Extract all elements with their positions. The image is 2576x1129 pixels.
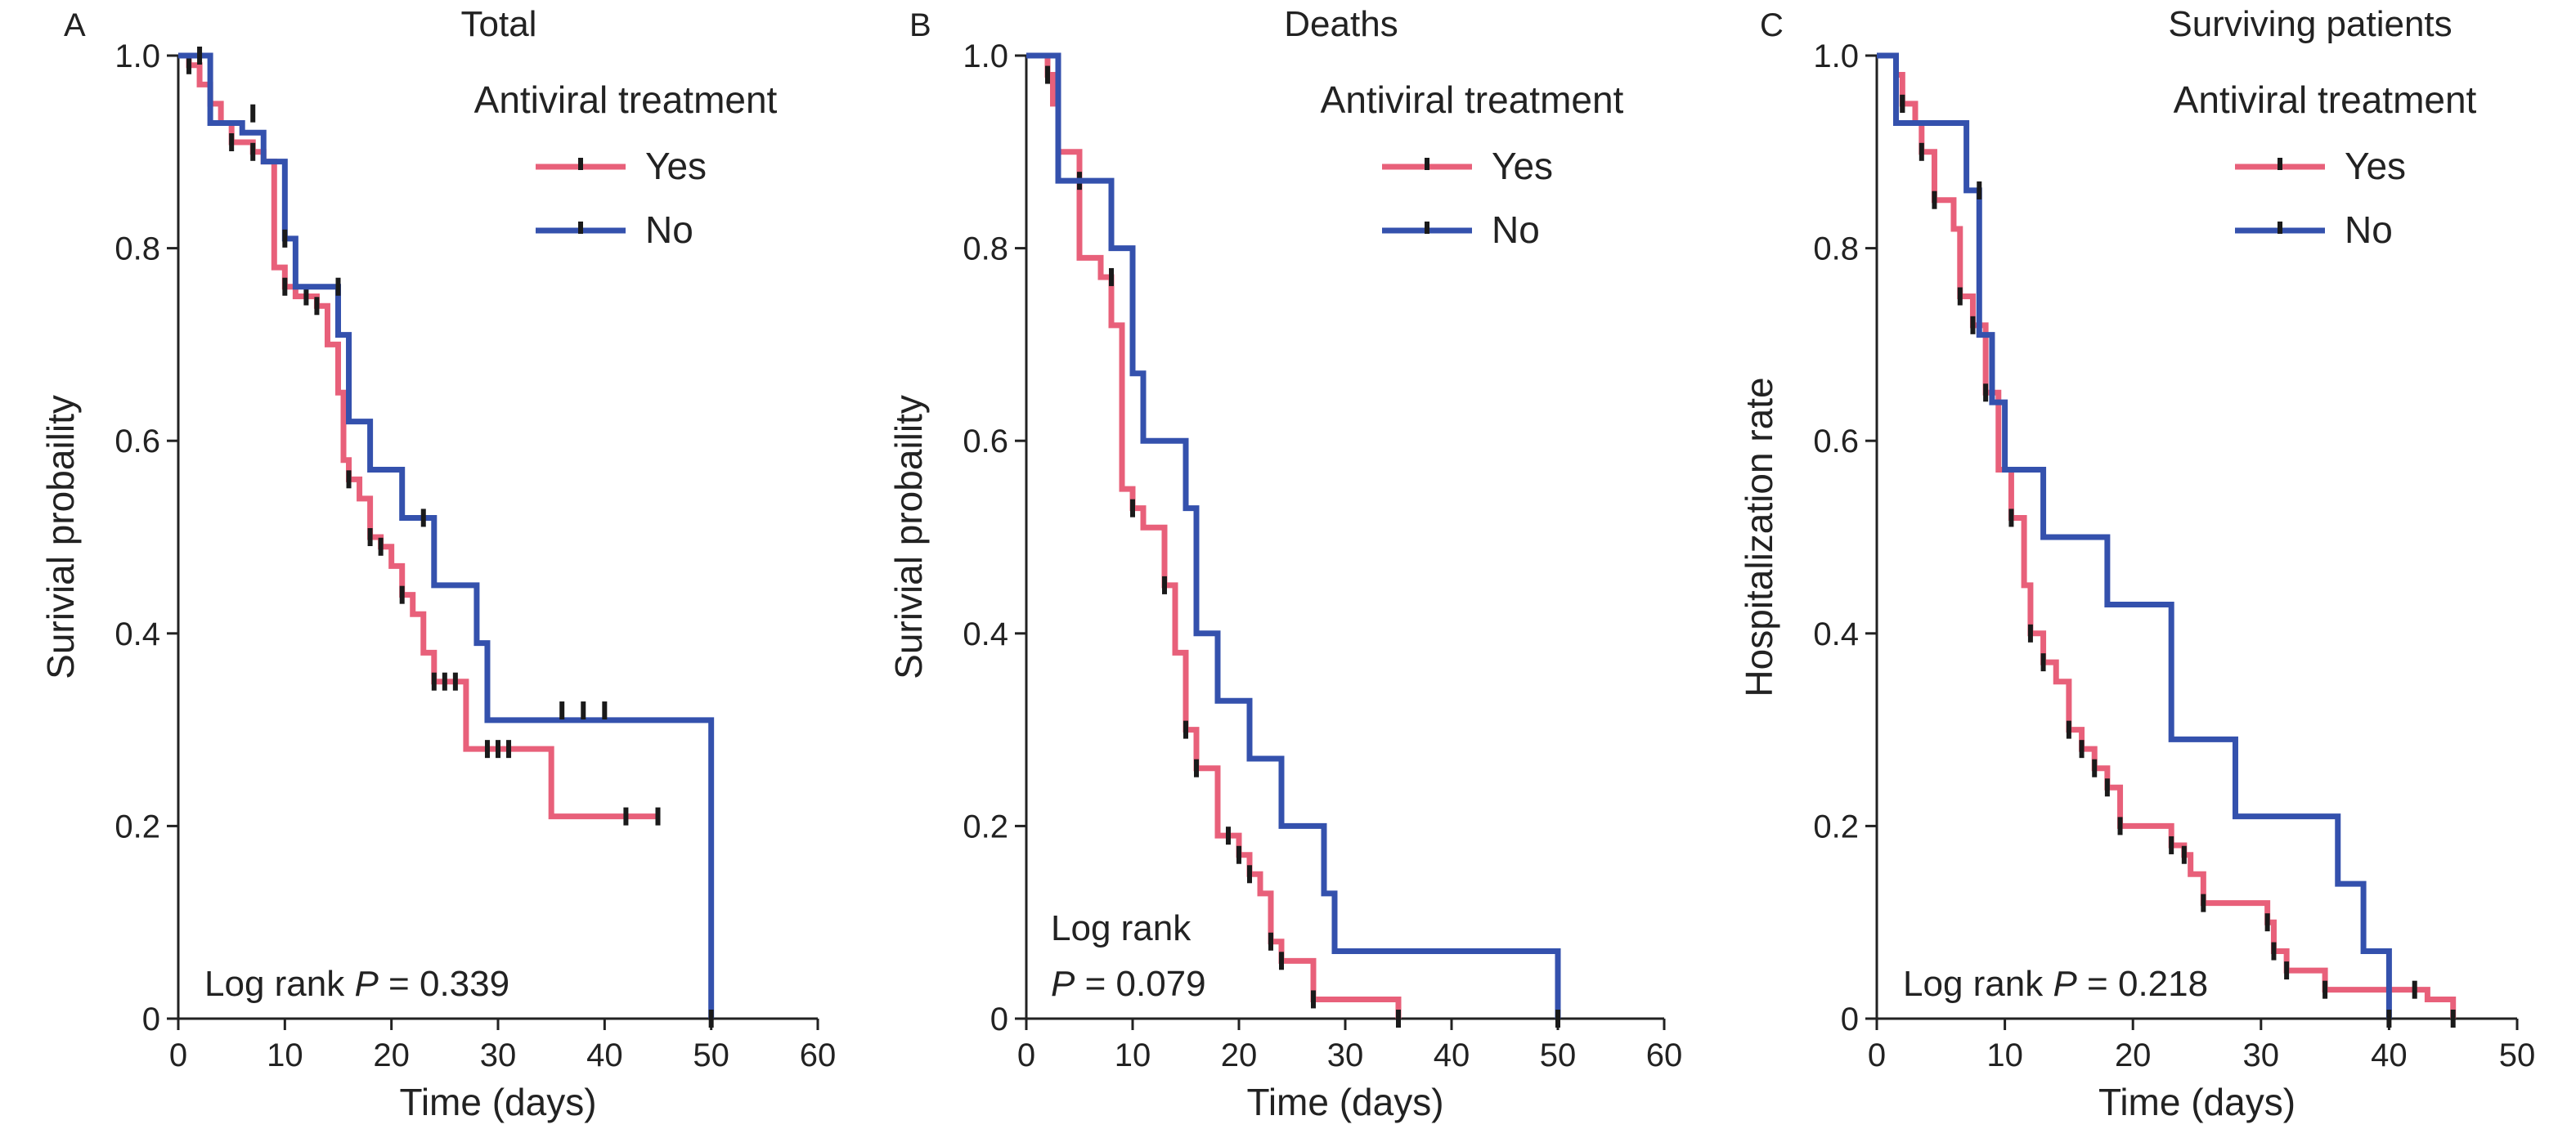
p-value: = 0.218 — [2077, 964, 2208, 1004]
y-tick-label: 0.4 — [114, 616, 160, 652]
survival-curve-no — [1877, 52, 2392, 1019]
x-tick-label: 10 — [267, 1037, 303, 1073]
panel-title: Deaths — [1284, 4, 1398, 44]
legend-title: Antiviral treatment — [2174, 78, 2477, 121]
y-tick-label: 0.8 — [963, 231, 1008, 267]
log-rank-annotation: Log rank P = 0.218 — [1903, 964, 2208, 1004]
p-symbol: P — [2053, 964, 2077, 1004]
legend-label-no: No — [645, 208, 693, 251]
y-tick-label: 0.8 — [1813, 231, 1859, 267]
y-tick-label: 0.4 — [1813, 616, 1859, 652]
x-tick-label: 10 — [1115, 1037, 1151, 1073]
survival-curve-yes — [178, 52, 658, 820]
legend-label-yes: Yes — [1492, 145, 1553, 187]
y-tick-label: 0 — [1841, 1001, 1859, 1037]
x-tick-label: 0 — [1868, 1037, 1886, 1073]
x-tick-label: 0 — [1017, 1037, 1035, 1073]
survival-curve-no — [1026, 52, 1561, 1019]
y-tick-label: 0.2 — [963, 809, 1008, 845]
y-tick-label: 1.0 — [1813, 38, 1859, 74]
legend-label-yes: Yes — [645, 145, 707, 187]
y-axis-label: Surivial probaility — [887, 395, 930, 679]
x-axis-label: Time (days) — [399, 1081, 596, 1123]
legend-label-no: No — [2345, 208, 2393, 251]
y-tick-label: 0.2 — [114, 809, 160, 845]
log-rank-label: Log rank — [1051, 908, 1192, 948]
legend-label-yes: Yes — [2345, 145, 2406, 187]
y-tick-label: 0.6 — [963, 423, 1008, 459]
log-rank-label: Log rank — [204, 964, 354, 1004]
panel-title: Total — [461, 4, 537, 44]
panel-b: B Deaths 0 0.2 0.4 0.6 0.8 1.0 0 10 20 30 40 50 60 Time… — [887, 4, 1682, 1123]
y-axis-label: Surivial probaility — [39, 395, 82, 679]
survival-curve-yes — [1877, 52, 2457, 1019]
p-value: = 0.079 — [1075, 964, 1205, 1004]
x-tick-label: 30 — [480, 1037, 517, 1073]
y-tick-label: 0 — [990, 1001, 1008, 1037]
x-tick-label: 20 — [2115, 1037, 2152, 1073]
x-axis-label: Time (days) — [2098, 1081, 2296, 1123]
y-tick-label: 0.2 — [1813, 809, 1859, 845]
x-tick-label: 20 — [1221, 1037, 1258, 1073]
x-tick-label: 50 — [1540, 1037, 1577, 1073]
x-tick-label: 60 — [800, 1037, 837, 1073]
survival-curve-yes — [1026, 52, 1402, 1019]
x-tick-label: 30 — [2243, 1037, 2280, 1073]
panel-letter: C — [1760, 7, 1784, 43]
y-tick-label: 0.6 — [114, 423, 160, 459]
log-rank-label: Log rank — [1903, 964, 2053, 1004]
x-tick-label: 40 — [586, 1037, 623, 1073]
legend-title: Antiviral treatment — [1321, 78, 1624, 121]
y-tick-label: 0 — [142, 1001, 160, 1037]
y-tick-label: 1.0 — [114, 38, 160, 74]
y-tick-label: 1.0 — [963, 38, 1008, 74]
panel-letter: B — [909, 7, 931, 43]
panel-c: C Surviving patients 0 0.2 0.4 0.6 0.8 1.0 0 10 20… — [1738, 4, 2535, 1123]
x-tick-label: 10 — [1986, 1037, 2023, 1073]
p-symbol: P — [354, 964, 379, 1004]
x-tick-label: 30 — [1327, 1037, 1364, 1073]
p-value: = 0.339 — [379, 964, 509, 1004]
y-tick-label: 0.4 — [963, 616, 1008, 652]
panel-letter: A — [64, 7, 86, 43]
x-tick-label: 60 — [1646, 1037, 1683, 1073]
log-rank-p-value: P = 0.079 — [1051, 964, 1206, 1004]
y-tick-label: 0.8 — [114, 231, 160, 267]
x-tick-label: 0 — [169, 1037, 187, 1073]
survival-curve-no — [178, 52, 715, 1019]
x-tick-label: 20 — [373, 1037, 410, 1073]
panel-a: A Total 0 0.2 0.4 0.6 0.8 1.0 0 10 20 30 40 50 60 Time … — [39, 4, 836, 1123]
x-tick-label: 50 — [2499, 1037, 2536, 1073]
legend-title: Antiviral treatment — [474, 78, 778, 121]
x-tick-label: 50 — [693, 1037, 729, 1073]
x-axis-label: Time (days) — [1246, 1081, 1443, 1123]
panel-title: Surviving patients — [2168, 4, 2452, 44]
x-tick-label: 40 — [1434, 1037, 1470, 1073]
p-symbol: P — [1051, 964, 1075, 1004]
y-axis-label: Hospitalization rate — [1738, 377, 1780, 697]
x-tick-label: 40 — [2371, 1037, 2408, 1073]
log-rank-annotation: Log rank P = 0.339 — [204, 964, 509, 1004]
legend-label-no: No — [1492, 208, 1540, 251]
y-tick-label: 0.6 — [1813, 423, 1859, 459]
